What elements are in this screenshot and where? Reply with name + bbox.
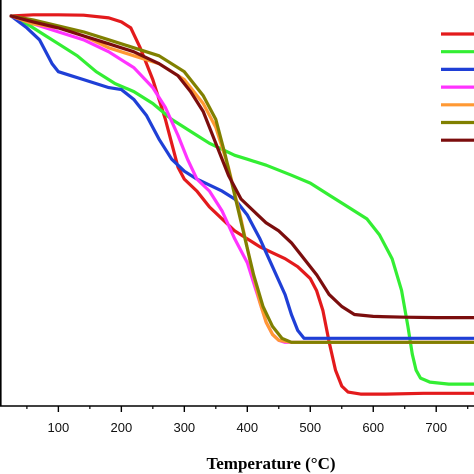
x-tick-label: 100	[48, 420, 70, 435]
x-tick-label: 200	[110, 420, 132, 435]
x-axis-title: Temperature (°C)	[206, 454, 335, 473]
x-tick-label: 300	[173, 420, 195, 435]
series-line-4	[9, 14, 474, 344]
x-axis-ticks: 100 200 300 400 500 600 700	[26, 406, 469, 435]
x-tick-label: 700	[425, 420, 447, 435]
x-tick-label: 400	[236, 420, 258, 435]
series-line-7	[9, 14, 474, 320]
series-line-6	[9, 14, 474, 344]
series-line-1	[9, 13, 474, 396]
series-line-3	[9, 14, 474, 340]
legend	[441, 32, 474, 142]
x-tick-label: 600	[362, 420, 384, 435]
series-lines	[9, 13, 474, 396]
x-axis: 100 200 300 400 500 600 700	[0, 0, 474, 435]
series-line-2	[9, 14, 474, 386]
x-tick-label: 500	[299, 420, 321, 435]
series-line-5	[9, 14, 474, 344]
